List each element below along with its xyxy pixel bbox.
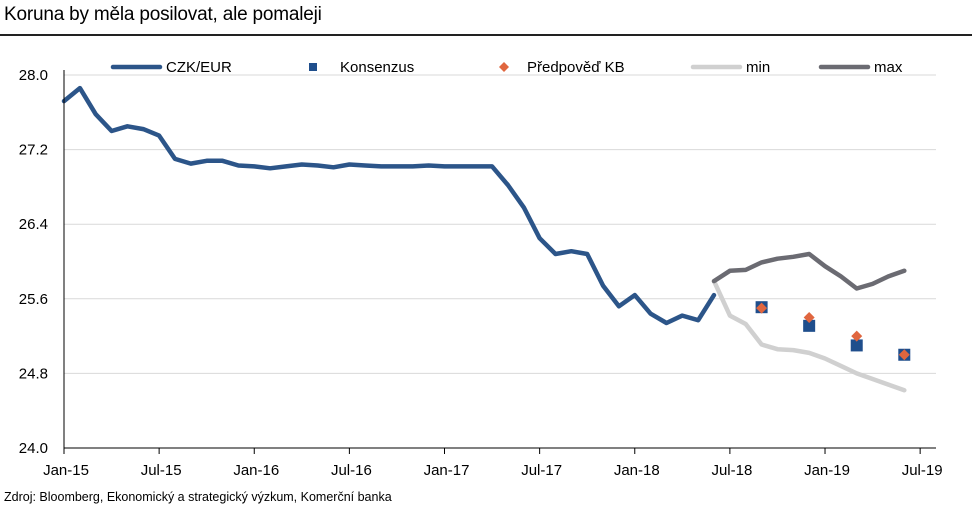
x-tick-label: Jul-15	[141, 462, 182, 479]
legend-max-label: max	[874, 59, 903, 76]
x-tick-label: Jan-18	[614, 462, 660, 479]
x-tick-label: Jan-17	[424, 462, 470, 479]
konsenzus-point	[803, 319, 816, 332]
series-min-line	[711, 278, 907, 393]
legend-konsenzus-swatch	[309, 63, 317, 71]
legend-czk-eur-label: CZK/EUR	[166, 59, 232, 76]
predpoved-kb-point	[756, 302, 768, 314]
legend-konsenzus-label: Konsenzus	[340, 59, 414, 76]
x-tick-label: Jul-16	[331, 462, 372, 479]
y-tick-label: 28.0	[19, 67, 48, 84]
chart-title: Koruna by měla posilovat, ale pomaleji	[4, 4, 322, 25]
y-tick-label: 24.8	[19, 365, 48, 382]
source-note: Zdroj: Bloomberg, Ekonomický a strategic…	[4, 490, 392, 504]
series-czk-eur-line	[61, 85, 717, 326]
x-tick-label: Jan-16	[233, 462, 279, 479]
predpoved-kb-point	[851, 330, 863, 342]
series-max-line	[711, 251, 907, 291]
y-tick-label: 25.6	[19, 291, 48, 308]
konsenzus-point	[850, 339, 863, 352]
predpoved-kb-point	[898, 349, 910, 361]
y-tick-label: 24.0	[19, 440, 48, 457]
x-tick-label: Jul-17	[521, 462, 562, 479]
legend-min-label: min	[746, 59, 770, 76]
x-tick-label: Jul-18	[711, 462, 752, 479]
title-divider	[0, 34, 972, 36]
y-tick-label: 26.4	[19, 216, 48, 233]
y-tick-label: 27.2	[19, 142, 48, 159]
predpoved-kb-point	[803, 311, 815, 323]
legend-predpoved-kb-label: Předpověď KB	[527, 59, 625, 76]
x-tick-label: Jan-19	[804, 462, 850, 479]
x-tick-label: Jan-15	[43, 462, 89, 479]
legend-predpoved-kb-swatch	[499, 62, 509, 72]
x-tick-label: Jul-19	[902, 462, 943, 479]
